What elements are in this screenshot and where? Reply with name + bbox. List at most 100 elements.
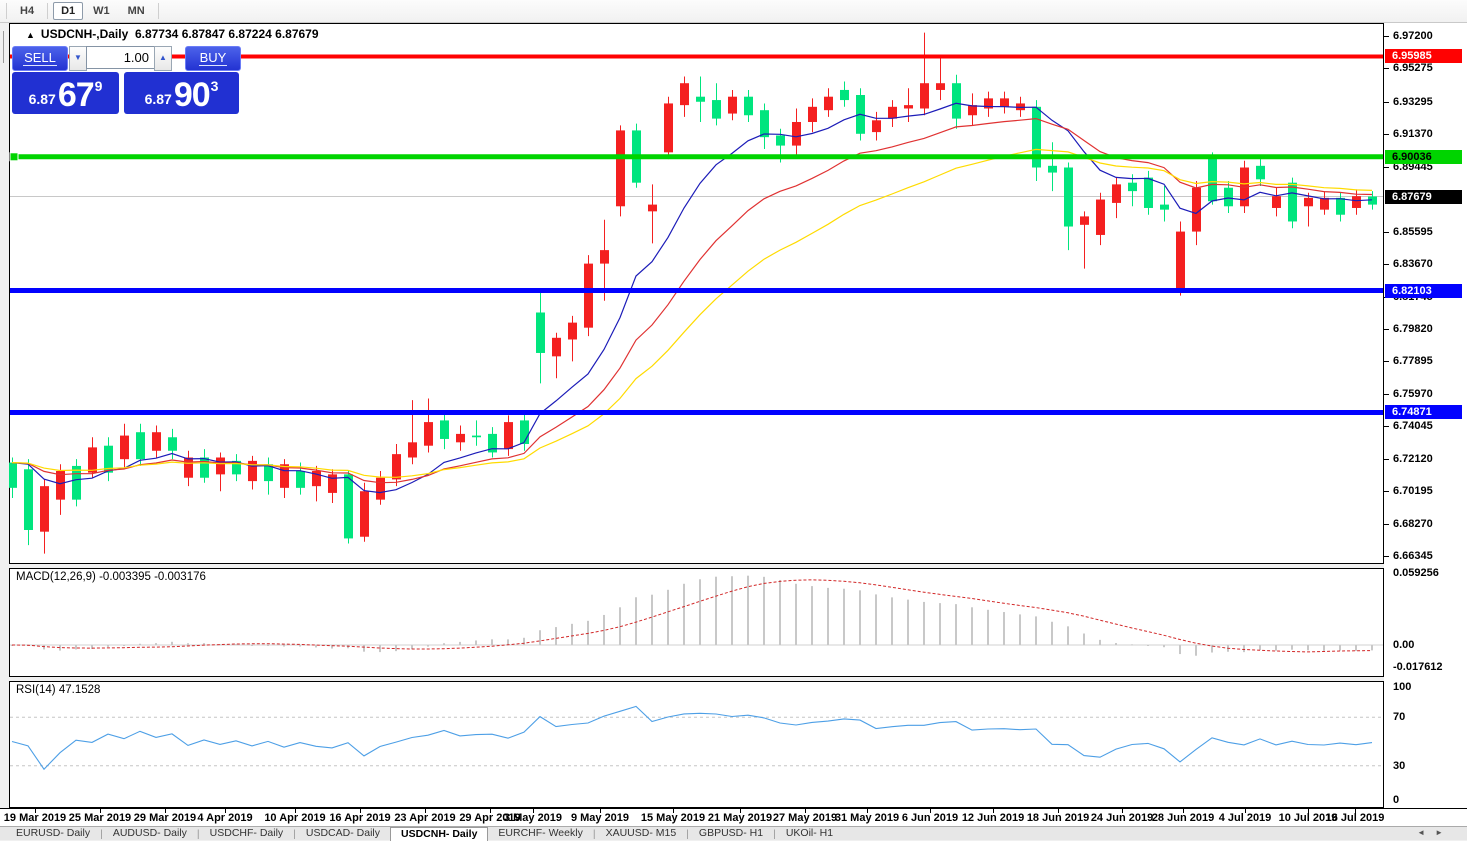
level-price-tag: 6.90036 (1385, 149, 1462, 164)
chevron-up-icon: ▲ (159, 53, 167, 62)
tab-separator: | (686, 827, 689, 840)
price-tick (1384, 361, 1389, 363)
tab-separator: | (592, 827, 596, 840)
date-tick (993, 809, 994, 813)
price-tick-label: 6.68270 (1393, 517, 1433, 530)
price-tick (1384, 556, 1389, 558)
ohlc-low: 6.87224 (228, 27, 272, 41)
price-tick-label: 6.97200 (1393, 30, 1433, 42)
main-price-chart[interactable] (9, 23, 1384, 564)
price-tick (1384, 393, 1389, 395)
toolbar-separator (6, 3, 7, 19)
rsi-axis-label: 0 (1393, 794, 1400, 806)
date-tick-label: 18 Jun 2019 (1026, 812, 1090, 824)
date-tick-label: 16 Apr 2019 (329, 812, 391, 824)
price-tick (1384, 329, 1389, 331)
date-tick (1355, 809, 1356, 813)
chevron-down-icon: ▼ (74, 53, 82, 62)
date-tick (425, 809, 426, 813)
date-tick-label: 29 Mar 2019 (133, 812, 197, 824)
date-tick-label: 19 Mar 2019 (3, 812, 67, 824)
buy-price-pips: 3 (210, 78, 219, 94)
volume-input[interactable]: 1.00 (86, 46, 155, 69)
date-tick-label: 23 Apr 2019 (394, 812, 456, 824)
timeframe-toolbar: H4 D1 W1 MN (0, 0, 1467, 23)
timeframe-button-d1[interactable]: D1 (53, 2, 84, 20)
tabs-scroll-left-icon[interactable]: ◄ (1417, 828, 1436, 837)
sell-button[interactable]: SELL (12, 46, 68, 71)
buy-button[interactable]: BUY (185, 46, 241, 71)
date-tick (867, 809, 868, 813)
date-tick (533, 809, 534, 813)
price-tick-label: 6.79820 (1393, 323, 1433, 336)
timeframe-button-w1[interactable]: W1 (93, 5, 110, 17)
price-tick-label: 6.93295 (1393, 95, 1433, 108)
dock-handle[interactable] (3, 31, 4, 63)
price-tick-label: 6.95275 (1393, 62, 1433, 75)
price-tick (1384, 523, 1389, 525)
chart-tab-eurusd[interactable]: EURUSD- Daily (16, 827, 91, 839)
chart-tab-eurchf[interactable]: EURCHF- Weekly (498, 827, 583, 839)
price-tick (1384, 166, 1389, 168)
date-tick (1183, 809, 1184, 813)
tab-separator: | (293, 827, 296, 840)
tab-separator: | (100, 827, 103, 840)
date-tick (360, 809, 361, 813)
chart-tab-usdcad[interactable]: USDCAD- Daily (305, 827, 380, 839)
one-click-trade-panel: SELL ▼ 1.00 ▲ BUY 6.87 67 9 6.87 90 3 (12, 46, 241, 114)
date-tick-label: 10 Apr 2019 (264, 812, 326, 824)
date-tick (490, 809, 491, 813)
macd-axis-label: 0.059256 (1393, 567, 1439, 579)
rsi-axis-label: 30 (1393, 759, 1406, 772)
chart-tab-usdchf[interactable]: USDCHF- Daily (209, 827, 284, 839)
price-tick (1384, 491, 1389, 493)
date-tick-label: 28 Jun 2019 (1151, 812, 1215, 824)
rsi-axis-label: 100 (1393, 681, 1412, 693)
macd-label: MACD(12,26,9) -0.003395 -0.003176 (16, 571, 206, 583)
date-tick-label: 27 May 2019 (772, 812, 838, 824)
chart-tab-gbpusd[interactable]: GBPUSD- H1 (698, 827, 764, 839)
timeframe-button-mn[interactable]: MN (127, 5, 145, 17)
chart-tab-bar: EURUSD- Daily | AUDUSD- Daily | USDCHF- Dail… (0, 826, 1467, 841)
date-axis: 19 Mar 2019 25 Mar 2019 29 Mar 2019 4 Apr 2… (0, 808, 1467, 827)
timeframe-button-h4[interactable]: H4 (20, 5, 35, 17)
collapse-arrow-icon[interactable]: ▲ (26, 30, 35, 40)
rsi-indicator-pane[interactable] (9, 681, 1384, 808)
date-tick-label: 24 Jun 2019 (1090, 812, 1154, 824)
price-tick (1384, 134, 1389, 136)
sell-price-prefix: 6.87 (28, 91, 56, 107)
level-price-tag: 6.74871 (1385, 405, 1462, 420)
chart-tab-audusd[interactable]: AUDUSD- Daily (112, 827, 187, 839)
chart-tab-usdcnh[interactable]: USDCNH- Daily (389, 826, 489, 841)
ma-fast-blue-line (11, 102, 1373, 494)
price-tick-label: 6.77895 (1393, 355, 1433, 368)
macd-signal-line (11, 579, 1373, 653)
buy-price-prefix: 6.87 (144, 91, 172, 107)
date-tick (35, 809, 36, 813)
price-tick-label: 6.83670 (1393, 258, 1433, 271)
chart-tab-xauusd[interactable]: XAUUSD- M15 (605, 827, 677, 839)
price-tick-label: 6.74045 (1393, 420, 1433, 433)
price-tick (1384, 264, 1389, 266)
price-tick (1384, 68, 1389, 70)
price-tick-label: 6.91370 (1393, 128, 1433, 141)
volume-decrease-button[interactable]: ▼ (69, 46, 87, 71)
date-tick-label: 12 Jun 2019 (961, 812, 1025, 824)
date-tick (1122, 809, 1123, 813)
price-tick-label: 6.85595 (1393, 225, 1433, 238)
price-tick (1384, 458, 1389, 460)
date-tick (600, 809, 601, 813)
buy-price-big: 90 (173, 76, 211, 114)
date-tick-label: 16 Jul 2019 (1325, 812, 1385, 824)
price-tick-label: 6.66345 (1393, 550, 1433, 563)
volume-increase-button[interactable]: ▲ (154, 46, 172, 71)
tabs-scroll-right-icon[interactable]: ► (1435, 828, 1453, 837)
chart-tab-ukoil[interactable]: UKOil- H1 (785, 827, 834, 839)
price-tick-label: 6.70195 (1393, 485, 1433, 498)
buy-price-tile[interactable]: 6.87 90 3 (124, 72, 239, 114)
macd-indicator-pane[interactable] (9, 568, 1384, 677)
date-tick (740, 809, 741, 813)
tab-separator: | (773, 827, 776, 840)
sell-price-tile[interactable]: 6.87 67 9 (12, 72, 119, 114)
date-tick-label: 3 May 2019 (503, 812, 563, 824)
